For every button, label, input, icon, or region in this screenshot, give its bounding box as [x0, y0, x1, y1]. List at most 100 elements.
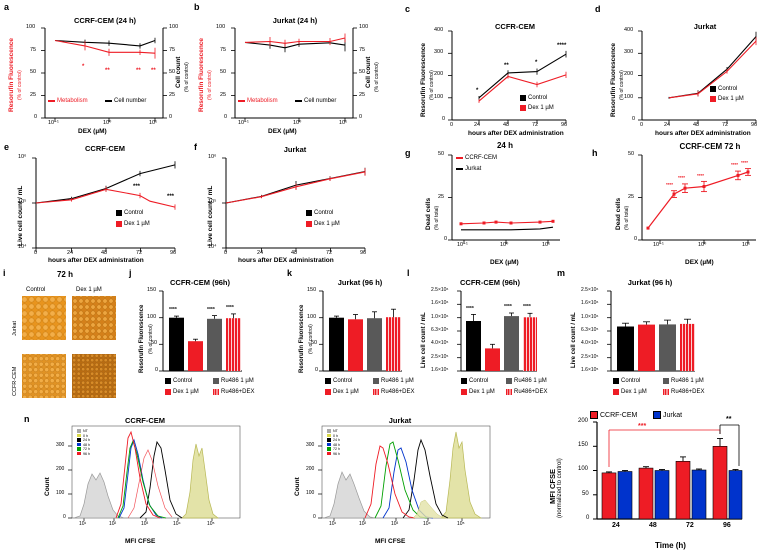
legend-item-nt: NT: [77, 429, 90, 433]
panel-f-legend-control: Control: [306, 210, 333, 216]
panel-j-legend-dex: Dex 1 µM: [165, 389, 199, 395]
panel-n-flow-right-ytick-300: 300: [306, 442, 315, 448]
panel-c-sig-1: **: [504, 63, 509, 69]
panel-h-ytick-25: 25: [628, 194, 635, 200]
panel-n-bar-xtick-72: 72: [686, 522, 694, 529]
panel-c-legend-dex: Dex 1 µM: [520, 105, 554, 111]
panel-n-flow-left-ytick-300: 300: [56, 442, 65, 448]
legend-swatch: [613, 378, 619, 384]
panel-n-flow-left-plot: [68, 425, 241, 521]
panel-n-flow-right-xlabel: MFI CFSE: [375, 538, 406, 545]
panel-a-ytick-75: 75: [30, 47, 37, 53]
panel-a-sig-1: **: [105, 68, 110, 74]
panel-a-xtick-0: 10⁻¹: [48, 120, 59, 126]
panel-g-xtick-1: 10⁰: [500, 242, 509, 248]
panel-b-label: b: [194, 2, 200, 12]
panel-h-label: h: [592, 148, 598, 158]
panel-n-flow-right-ytick-200: 200: [306, 466, 315, 472]
panel-c-ytick-200: 200: [434, 71, 444, 77]
legend-item-72h: 72 h: [77, 447, 90, 451]
panel-a-title: CCRF-CEM (24 h): [73, 16, 137, 25]
panel-g-legend-ccrfcem: CCRF-CEM: [456, 155, 497, 161]
panel-a-sig-0: *: [82, 64, 85, 70]
panel-i: i 72 h Control Dex 1 µM Jurkat CCFR-CEM: [0, 268, 125, 408]
panel-n-flow-right-xtick-4: 10⁵: [457, 521, 465, 527]
panel-h-xlabel: DEX (µM): [685, 259, 714, 266]
panel-a-legend-metabolism: Metabolism: [48, 98, 88, 104]
panel-n-flow-right-title: Jurkat: [388, 416, 412, 425]
panel-m-ytick-0: 1.6×10⁵: [581, 367, 599, 373]
panel-j-legend-label-0: Control: [173, 378, 193, 384]
panel-h-sig-3: ****: [731, 162, 739, 167]
panel-c-sig-3: ****: [557, 43, 567, 49]
panel-m-ytick-4: 1.0×10⁶: [581, 314, 599, 320]
panel-k-legend-ru486dex: Ru486+DEX: [373, 389, 415, 395]
panel-j-sig-3: ****: [226, 305, 234, 311]
panel-d-xtick-2: 48: [693, 122, 700, 128]
panel-a-ytick-right-75: 75: [169, 47, 176, 53]
panel-d-ytick-100: 100: [624, 94, 634, 100]
panel-l-ytick-6: 2.5×10⁶: [431, 287, 449, 293]
panel-k-legend-ru486: Ru486 1 µM: [373, 378, 414, 384]
panel-h-ytick-50: 50: [628, 151, 635, 157]
legend-item-48h: 48 h: [77, 443, 90, 447]
panel-n-flow-left-legend-label-3: 48 h: [83, 442, 90, 447]
panel-l-ytick-4: 1.0×10⁶: [431, 314, 449, 320]
panel-n-bar-ytick-0: 0: [586, 515, 590, 521]
panel-j-ytick-100: 100: [147, 314, 157, 320]
panel-n-bar-ytick-200: 200: [578, 418, 589, 424]
panel-n-bar-legend-label-1: Jurkat: [663, 411, 683, 419]
panel-d-ytick-400: 400: [624, 27, 634, 33]
panel-g-ytick-25: 25: [438, 194, 445, 200]
panel-c-xtick-4: 96: [561, 122, 568, 128]
panel-e-xlabel: hours after DEX administration: [48, 257, 144, 264]
panel-e-legend-label-0: Control: [124, 210, 144, 216]
panel-m-legend-ru486: Ru486 1 µM: [663, 378, 704, 384]
panel-a-ytick-100: 100: [26, 24, 36, 30]
legend-swatch: [461, 389, 467, 395]
panel-c-xtick-0: 0: [450, 122, 454, 128]
panel-h-plot: [638, 154, 756, 244]
panel-h-sig-2: ****: [697, 173, 705, 178]
panel-c-sig-2: *: [535, 60, 538, 66]
panel-j-ytick-50: 50: [151, 340, 158, 346]
legend-item-0h: 0 h: [77, 434, 90, 438]
legend-line-swatch: [238, 100, 245, 102]
panel-n-flow-left-ytick-200: 200: [56, 466, 65, 472]
panel-a: a CCRF-CEM (24 h) Resorufin Fluorescence…: [0, 0, 190, 140]
panel-g: g 24 h Dead cells (% of total) DEX (µM): [380, 140, 570, 268]
panel-d-title: Jurkat: [693, 22, 717, 31]
legend-swatch: [520, 105, 526, 111]
panel-k-legend-dex: Dex 1 µM: [325, 389, 359, 395]
legend-swatch-hatched: [213, 389, 219, 395]
panel-m-legend-dex: Dex 1 µM: [613, 389, 647, 395]
panel-n-flow-left-xtick-3: 10⁴: [173, 521, 181, 527]
panel-f-legend-label-1: Dex 1 µM: [314, 221, 340, 227]
legend-swatch: [327, 447, 331, 451]
legend-line-swatch: [295, 100, 302, 102]
panel-a-ytick-50: 50: [30, 69, 37, 75]
panel-n-flow-left-ytick-0: 0: [63, 514, 66, 520]
panel-j: j CCFR-CEM (96h) Resorufin Fluorescence …: [125, 268, 255, 408]
legend-swatch: [77, 442, 81, 447]
panel-k-legend-control: Control: [325, 378, 352, 384]
panel-m-legend-control: Control: [613, 378, 640, 384]
panel-d-legend-label-0: Control: [718, 86, 738, 92]
panel-n-bar-xtick-24: 24: [612, 522, 620, 529]
panel-m-ytick-3: 6.3×10⁵: [581, 327, 599, 333]
panel-n-flow-right-legend-label-0: NT: [333, 429, 338, 433]
panel-b-ytick-right-50: 50: [359, 69, 366, 75]
legend-swatch: [116, 210, 122, 216]
panel-a-ytick-right-25: 25: [169, 92, 176, 98]
panel-g-title: 24 h: [496, 141, 513, 150]
panel-f-plot: [222, 157, 366, 252]
panel-n-flow-right-legend-label-5: 96 h: [333, 451, 340, 456]
panel-n-flow-right-xtick-2: 10³: [391, 521, 399, 527]
panel-b-legend-cellnumber: Cell number: [295, 98, 336, 104]
panel-n-bar-xlabel: Time (h): [655, 541, 686, 550]
panel-d-xtick-0: 0: [640, 122, 644, 128]
panel-f-ytick-1e6: 10⁶: [208, 154, 217, 160]
panel-l-ytick-5: 1.6×10⁶: [431, 300, 449, 306]
panel-n-flow-right-xtick-1: 10²: [359, 521, 367, 527]
panel-j-ytick-0: 0: [155, 367, 159, 373]
